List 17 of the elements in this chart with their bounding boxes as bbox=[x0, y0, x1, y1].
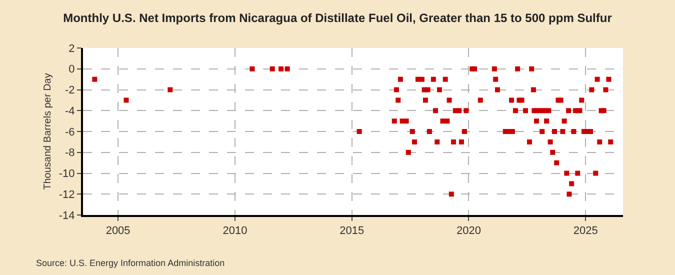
y-axis-title: Thousand Barrels per Day bbox=[42, 73, 54, 190]
y-tick-label: 2 bbox=[68, 42, 75, 55]
y-tick-label: -8 bbox=[65, 147, 75, 160]
y-tick-label: -12 bbox=[58, 188, 75, 201]
x-tick-label: 2005 bbox=[106, 225, 130, 238]
source-note: Source: U.S. Energy Information Administration bbox=[36, 258, 225, 268]
x-tick-label: 2020 bbox=[456, 225, 481, 238]
y-tick-label: -2 bbox=[65, 84, 75, 97]
y-tick-label: -6 bbox=[65, 126, 75, 138]
y-tick-label: 0 bbox=[68, 64, 75, 76]
y-tick-label: -10 bbox=[58, 168, 75, 180]
chart-title: Monthly U.S. Net Imports from Nicaragua of Distillate Fuel Oil, Greater than 15 to 500 ppm Sulfur bbox=[63, 11, 612, 26]
y-tick-label: -4 bbox=[65, 105, 75, 118]
x-tick-label: 2010 bbox=[222, 225, 248, 238]
x-tick-label: 2025 bbox=[573, 225, 598, 238]
y-tick-label: -14 bbox=[58, 210, 75, 222]
x-tick-label: 2015 bbox=[340, 225, 364, 238]
